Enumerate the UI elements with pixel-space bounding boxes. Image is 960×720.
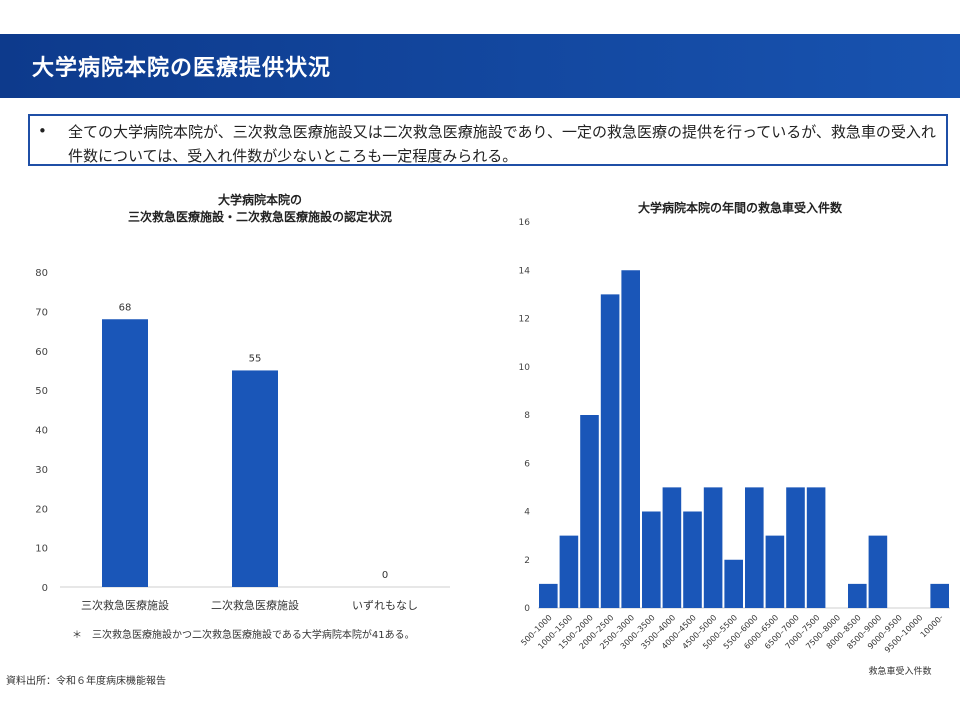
bar	[786, 487, 805, 608]
summary-text: 全ての大学病院本院が、三次救急医療施設又は二次救急医療施設であり、一定の救急医療…	[68, 123, 936, 165]
y-tick-label: 20	[35, 504, 48, 515]
y-tick-label: 10	[519, 363, 531, 373]
bar	[930, 583, 949, 608]
summary-box: • 全ての大学病院本院が、三次救急医療施設又は二次救急医療施設であり、一定の救急…	[28, 114, 948, 166]
bar	[559, 535, 579, 608]
chart2-svg: 0246810121416500–10001000–15001500–20002…	[519, 218, 950, 677]
y-tick-label: 14	[519, 266, 531, 276]
footnote: ＊ 三次救急医療施設かつ二次救急医療施設である大学病院本院が41ある。	[72, 630, 415, 641]
bar	[600, 294, 620, 608]
chart1-title-line1: 大学病院本院の	[217, 193, 302, 207]
bar	[724, 559, 743, 608]
y-tick-label: 10	[35, 544, 48, 555]
y-tick-label: 4	[524, 508, 530, 518]
y-tick-label: 16	[519, 218, 531, 228]
x-axis-title: 救急車受入件数	[868, 665, 931, 677]
data-label: 55	[249, 353, 262, 364]
bar	[868, 535, 888, 608]
y-tick-label: 0	[42, 583, 48, 594]
y-tick-label: 6	[524, 459, 530, 469]
data-label: 0	[382, 570, 388, 581]
y-tick-label: 40	[35, 426, 48, 437]
bar	[765, 535, 785, 608]
bar	[848, 583, 867, 608]
y-tick-label: 8	[524, 411, 530, 421]
data-label: 68	[119, 302, 132, 313]
bar	[102, 319, 148, 587]
y-tick-label: 12	[519, 315, 530, 325]
page-title: 大学病院本院の医療提供状況	[32, 56, 332, 81]
y-tick-label: 80	[35, 268, 48, 279]
bar	[745, 487, 764, 608]
bullet: •	[38, 122, 47, 140]
source-note: 資料出所：令和６年度病床機能報告	[6, 676, 166, 687]
y-tick-label: 30	[35, 465, 48, 476]
y-tick-label: 0	[524, 604, 530, 614]
header-bar: 大学病院本院の医療提供状況	[0, 34, 960, 98]
y-tick-label: 70	[35, 307, 48, 318]
bar	[703, 487, 723, 608]
x-tick-label: いずれもなし	[352, 599, 418, 612]
bar	[580, 415, 599, 608]
chart1-title-line2: 三次救急医療施設・二次救急医療施設の認定状況	[127, 210, 392, 224]
bar	[683, 511, 702, 608]
bar	[662, 487, 682, 608]
chart2-title: 大学病院本院の年間の救急車受入件数	[637, 201, 842, 215]
x-tick-label: 三次救急医療施設	[81, 598, 169, 612]
x-tick-label: 10000-	[919, 613, 945, 639]
chart1-svg: 0 10 20 30 40 50 60 70 80 68 三次救急医療施設 55 二次救急医療施設 0 いず…	[35, 268, 450, 612]
y-tick-label: 2	[524, 556, 530, 566]
bar	[232, 370, 278, 587]
y-tick-label: 50	[35, 386, 48, 397]
bar	[642, 511, 661, 608]
x-tick-label: 二次救急医療施設	[211, 598, 299, 612]
chart1-title: 大学病院本院の 三次救急医療施設・二次救急医療施設の認定状況	[60, 192, 460, 226]
bar	[621, 270, 640, 608]
bar	[539, 583, 558, 608]
bar	[806, 487, 826, 608]
y-tick-label: 60	[35, 347, 48, 358]
